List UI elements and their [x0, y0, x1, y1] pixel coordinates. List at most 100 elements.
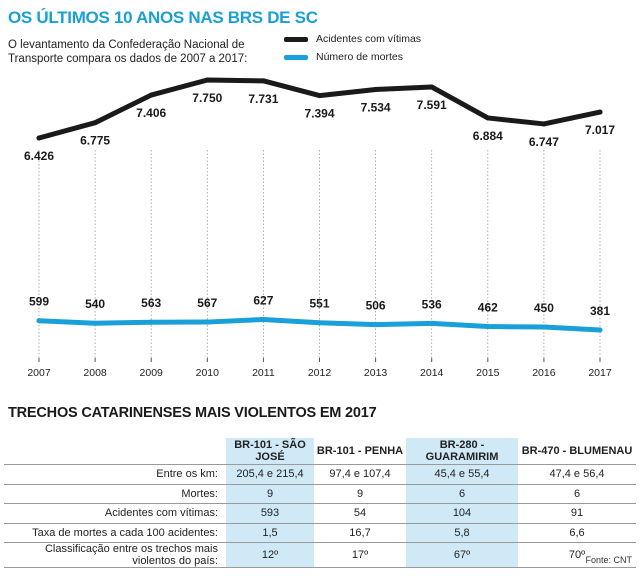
table-cell: 12º	[226, 542, 314, 568]
data-label-mortes: 536	[422, 297, 442, 311]
table-cell: 1,5	[226, 522, 314, 543]
data-label-acidentes: 7.534	[361, 100, 391, 114]
data-point-acidentes	[429, 84, 435, 90]
x-tick-label: 2012	[308, 367, 332, 379]
data-point-mortes	[541, 324, 547, 330]
data-label-mortes: 599	[29, 295, 49, 309]
x-tick-label: 2011	[252, 367, 275, 379]
legend-label-mortes: Número de mortes	[316, 51, 403, 63]
row-label: Taxa de mortes a cada 100 acidentes:	[4, 522, 226, 543]
table-cell: 9	[314, 483, 406, 504]
data-point-mortes	[429, 320, 435, 326]
table-cell: 70º	[518, 542, 636, 568]
table-cell: 6	[518, 483, 636, 504]
data-label-mortes: 450	[534, 301, 554, 315]
data-label-mortes: 540	[85, 297, 105, 311]
table-cell: 45,4 e 55,4	[406, 464, 518, 484]
legend-item-mortes: Número de mortes	[284, 48, 421, 66]
data-point-mortes	[260, 317, 266, 322]
table-cell: 47,4 e 56,4	[518, 464, 636, 484]
data-point-acidentes	[92, 120, 98, 126]
row-label: Acidentes com vítimas:	[4, 503, 226, 523]
data-label-acidentes: 6.426	[24, 149, 54, 163]
data-point-acidentes	[597, 109, 603, 115]
table-cell: 17º	[314, 542, 406, 568]
table-title: TRECHOS CATARINENSES MAIS VIOLENTOS EM 2…	[8, 405, 377, 421]
table-header-row: BR-101 - SÃO JOSÉ BR-101 - PENHA BR-280 …	[4, 438, 636, 465]
data-label-acidentes: 7.731	[248, 92, 278, 106]
x-tick-label: 2015	[476, 367, 500, 379]
table-row: Acidentes com vítimas: 593 54 104 91	[4, 503, 636, 523]
data-label-acidentes: 7.406	[136, 106, 166, 120]
table-row: Entre os km: 205,4 e 215,4 97,4 e 107,4 …	[4, 464, 636, 484]
data-point-acidentes	[204, 77, 210, 83]
x-tick-label: 2014	[420, 367, 444, 379]
table-header-col: BR-470 - BLUMENAU	[521, 445, 633, 457]
chart-subtitle: O levantamento da Confederação Nacional …	[8, 39, 248, 65]
data-label-acidentes: 6.775	[80, 134, 110, 148]
table-cell: 97,4 e 107,4	[314, 464, 406, 484]
data-point-acidentes	[485, 115, 491, 121]
table-header-col: BR-101 - SÃO JOSÉ	[226, 438, 314, 465]
data-point-acidentes	[260, 78, 266, 84]
data-point-acidentes	[317, 93, 322, 99]
table-cell: 91	[518, 503, 636, 523]
data-label-acidentes: 7.394	[304, 107, 334, 121]
data-point-mortes	[36, 318, 42, 324]
x-tick-label: 2008	[83, 367, 107, 379]
data-label-acidentes: 6.884	[473, 129, 503, 143]
legend-swatch-acidentes	[284, 36, 308, 42]
data-point-acidentes	[148, 92, 154, 98]
data-point-acidentes	[36, 135, 42, 141]
legend-item-acidentes: Acidentes com vítimas	[284, 30, 421, 48]
data-label-mortes: 563	[141, 296, 161, 310]
data-point-mortes	[597, 327, 603, 333]
data-label-mortes: 506	[366, 299, 386, 313]
row-label: Entre os km:	[4, 464, 226, 484]
table-cell: 593	[226, 503, 314, 523]
table-cell: 205,4 e 215,4	[226, 464, 314, 484]
data-label-mortes: 567	[197, 296, 217, 310]
data-label-mortes: 381	[590, 304, 610, 318]
data-label-mortes: 462	[478, 301, 498, 315]
data-point-acidentes	[541, 121, 547, 127]
x-tick-label: 2016	[532, 367, 556, 379]
table-cell: 67º	[406, 542, 518, 568]
trechos-table: BR-101 - SÃO JOSÉ BR-101 - PENHA BR-280 …	[4, 438, 636, 568]
x-tick-label: 2007	[27, 367, 51, 379]
data-point-mortes	[92, 320, 98, 326]
legend-swatch-mortes	[284, 54, 308, 60]
data-label-acidentes: 7.591	[417, 98, 447, 112]
line-chart: 2007 2008 2009 2010 2011 2012 2013 2014 2015 2016…	[24, 77, 615, 379]
table-row: Mortes: 9 9 6 6	[4, 483, 636, 504]
table-row: Classificação entre os trechos mais viol…	[4, 542, 636, 568]
data-label-acidentes: 7.750	[192, 91, 222, 105]
data-point-mortes	[148, 319, 154, 325]
table-header-empty	[4, 438, 226, 465]
table-cell: 6,6	[518, 522, 636, 543]
table-header-col: BR-280 - GUARAMIRIM	[406, 438, 518, 465]
x-tick-label: 2017	[588, 367, 612, 379]
table-header-col: BR-101 - PENHA	[316, 445, 404, 457]
chart-title: OS ÚLTIMOS 10 ANOS NAS BRS DE SC	[8, 8, 318, 27]
data-point-mortes	[373, 322, 379, 328]
table-row: Taxa de mortes a cada 100 acidentes: 1,5…	[4, 522, 636, 543]
x-tick-label: 2013	[364, 367, 388, 379]
row-label: Mortes:	[4, 483, 226, 504]
data-point-mortes	[485, 324, 491, 330]
source-note: Fonte: CNT	[585, 555, 632, 565]
table-cell: 16,7	[314, 522, 406, 543]
data-point-acidentes	[373, 86, 379, 92]
data-label-mortes: 551	[309, 297, 329, 311]
data-point-mortes	[317, 320, 322, 326]
data-label-acidentes: 6.747	[529, 135, 559, 149]
data-point-mortes	[204, 319, 210, 325]
legend-label-acidentes: Acidentes com vítimas	[316, 33, 422, 45]
table-cell: 54	[314, 503, 406, 523]
x-tick-label: 2009	[140, 367, 164, 379]
x-tick-label: 2010	[196, 367, 220, 379]
chart-legend: Acidentes com vítimas Número de mortes	[284, 30, 421, 66]
table-cell: 9	[226, 483, 314, 504]
row-label: Classificação entre os trechos mais viol…	[4, 542, 226, 568]
data-label-mortes: 627	[253, 294, 273, 308]
